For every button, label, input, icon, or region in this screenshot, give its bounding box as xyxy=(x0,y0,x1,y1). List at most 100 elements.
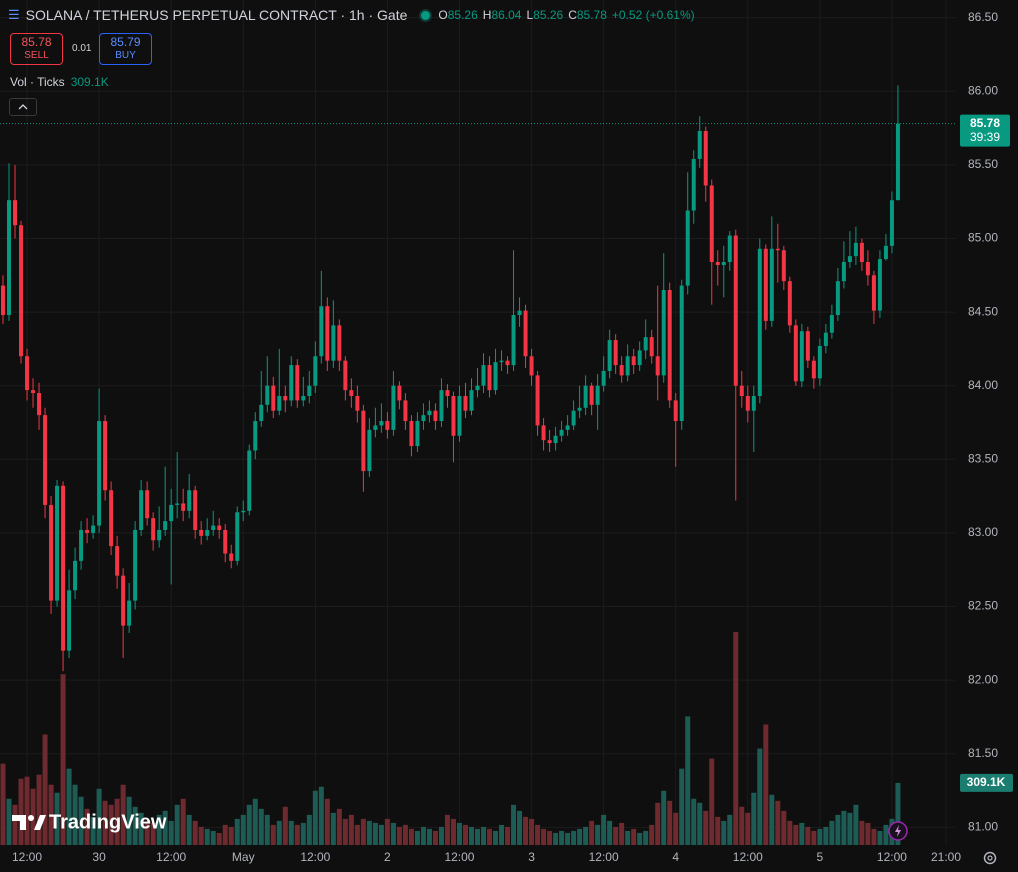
gear-icon[interactable] xyxy=(983,851,997,865)
volume-bar xyxy=(547,830,553,845)
volume-layer xyxy=(0,632,901,845)
volume-bar xyxy=(511,804,517,845)
candle-body xyxy=(571,410,576,426)
x-tick-label: 12:00 xyxy=(589,850,619,864)
candle-body xyxy=(289,365,294,401)
volume-bar xyxy=(24,776,30,845)
x-tick-label: 12:00 xyxy=(300,850,330,864)
volume-bar xyxy=(499,824,505,845)
volume-bar xyxy=(871,828,877,845)
caret[interactable] xyxy=(18,104,28,110)
candle-body xyxy=(493,362,498,391)
candle-body xyxy=(13,200,18,226)
volume-bar xyxy=(324,798,330,845)
volume-bar xyxy=(673,812,679,845)
volume-bar xyxy=(156,814,162,845)
lightning-button[interactable] xyxy=(888,821,908,841)
symbol-header: ☰ SOLANA / TETHERUS PERPETUAL CONTRACT ·… xyxy=(8,7,700,23)
volume-bar xyxy=(793,824,799,845)
candle-body xyxy=(559,429,564,436)
volume-bar xyxy=(426,828,432,845)
candle-body xyxy=(457,396,462,436)
volume-bar xyxy=(703,810,709,845)
candle-body xyxy=(607,340,612,371)
candle-body xyxy=(889,200,894,246)
volume-bar xyxy=(6,798,12,845)
volume-bar xyxy=(78,796,84,845)
candle-body xyxy=(577,407,582,411)
volume-bar xyxy=(661,790,667,845)
volume-bar xyxy=(36,774,42,845)
candle-body xyxy=(847,256,852,263)
volume-bar xyxy=(595,824,601,845)
x-tick-label: 30 xyxy=(92,850,106,864)
buy-price[interactable]: 85.79 xyxy=(110,35,141,49)
volume-bar xyxy=(348,814,354,845)
volume-bar xyxy=(637,832,643,845)
ohlc-label: C xyxy=(568,8,577,22)
candle-body xyxy=(463,396,468,411)
candle-body xyxy=(589,385,594,405)
candle-body xyxy=(181,503,186,511)
candle-body xyxy=(367,429,372,472)
lightning-icon[interactable] xyxy=(895,825,901,837)
time-axis xyxy=(0,845,1018,872)
buy-button[interactable]: 85.79 BUY xyxy=(99,33,152,65)
menu-icon[interactable]: ☰ xyxy=(8,7,20,22)
volume-bar xyxy=(72,784,78,845)
volume-bar xyxy=(541,828,547,845)
buy-label[interactable]: BUY xyxy=(115,50,136,61)
volume-bar xyxy=(162,810,168,845)
volume-bar xyxy=(493,830,499,845)
candle-body xyxy=(631,356,636,366)
collapse-icon[interactable] xyxy=(10,99,36,115)
candle-body xyxy=(769,248,774,321)
volume-bar xyxy=(420,826,426,845)
candle-body xyxy=(337,325,342,361)
candle-body xyxy=(619,365,624,376)
volume-bar xyxy=(132,806,138,845)
collapse-button[interactable] xyxy=(9,98,37,116)
volume-bar xyxy=(823,826,829,845)
sell-label[interactable]: SELL xyxy=(24,50,49,61)
candle-body xyxy=(811,360,816,379)
candle-body xyxy=(421,415,426,422)
candle-body xyxy=(601,370,606,386)
candle-body xyxy=(397,385,402,401)
market-status xyxy=(421,10,431,20)
countdown-label: 39:39 xyxy=(970,130,1000,144)
volume-bar xyxy=(709,758,715,845)
candle-body xyxy=(499,360,504,363)
volume-bar xyxy=(835,814,841,845)
candle-body xyxy=(391,385,396,430)
settings-button[interactable] xyxy=(983,851,997,865)
ohlc-value: 85.26 xyxy=(533,8,564,22)
x-tick-label: 12:00 xyxy=(156,850,186,864)
candle-body xyxy=(805,331,810,361)
candle-body xyxy=(139,490,144,530)
candle-body xyxy=(667,290,672,401)
candle-body xyxy=(721,262,726,265)
candle-body xyxy=(553,435,558,444)
candle-body xyxy=(385,421,390,430)
candle-body xyxy=(625,356,630,376)
volume-bar xyxy=(811,830,817,845)
volume-bar xyxy=(252,798,258,845)
volume-bar xyxy=(180,798,186,845)
candle-body xyxy=(523,310,528,357)
candle-body xyxy=(157,529,162,541)
sell-price[interactable]: 85.78 xyxy=(21,35,52,49)
candle-body xyxy=(103,421,108,491)
sell-button[interactable]: 85.78 SELL xyxy=(10,33,63,65)
x-tick-label: 12:00 xyxy=(12,850,42,864)
volume-bar xyxy=(354,824,360,845)
candle-body xyxy=(295,365,300,401)
gear-icon[interactable] xyxy=(987,855,993,861)
volume-bar xyxy=(210,830,216,845)
candle-body xyxy=(871,275,876,311)
volume-bar xyxy=(192,820,198,845)
candle-body xyxy=(445,390,450,397)
candle-body xyxy=(355,396,360,411)
volume-bar xyxy=(751,792,757,845)
volume-bar xyxy=(12,804,18,845)
